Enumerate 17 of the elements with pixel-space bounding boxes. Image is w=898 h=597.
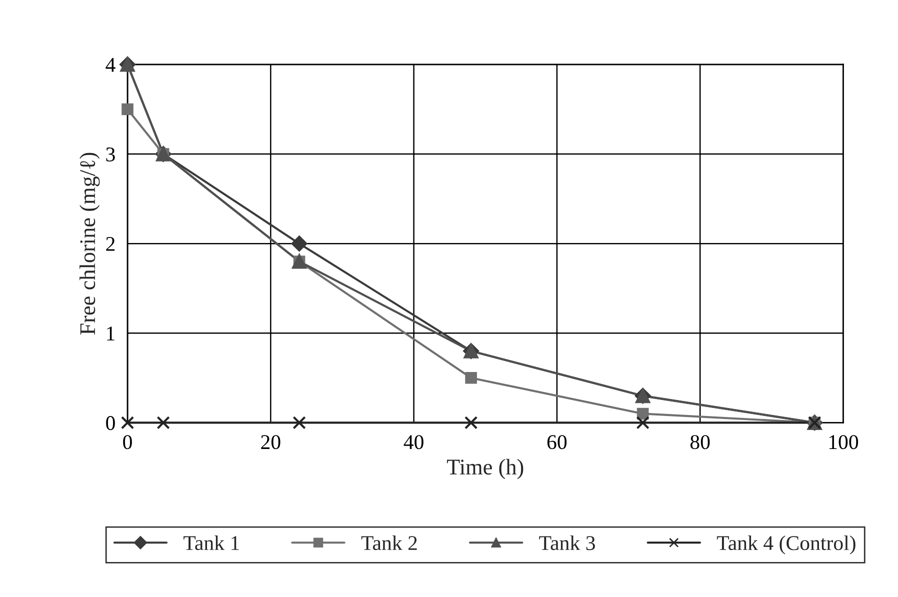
x-tick-label: 60 <box>547 435 567 450</box>
legend-label: Tank 1 <box>184 535 239 550</box>
y-tick-label: 4 <box>106 58 116 72</box>
y-tick-label: 2 <box>106 237 115 251</box>
x-tick-label: 40 <box>404 435 424 450</box>
legend-label: Tank 3 <box>539 535 595 550</box>
x-tick-label: 80 <box>690 435 710 450</box>
legend-label: Tank 4 (Control) <box>716 535 856 554</box>
legend-label: Tank 2 <box>361 535 417 550</box>
x-tick-label: 20 <box>261 435 280 450</box>
x-tick-label: 0 <box>123 435 132 450</box>
y-tick-label: 0 <box>106 416 115 430</box>
y-tick-label: 1 <box>107 326 114 340</box>
x-tick-label: 100 <box>829 435 858 450</box>
y-axis-title: Free chlorine (mg/ℓ) <box>80 152 100 335</box>
y-tick-label: 3 <box>106 147 115 162</box>
x-axis-title: Time (h) <box>446 458 524 480</box>
